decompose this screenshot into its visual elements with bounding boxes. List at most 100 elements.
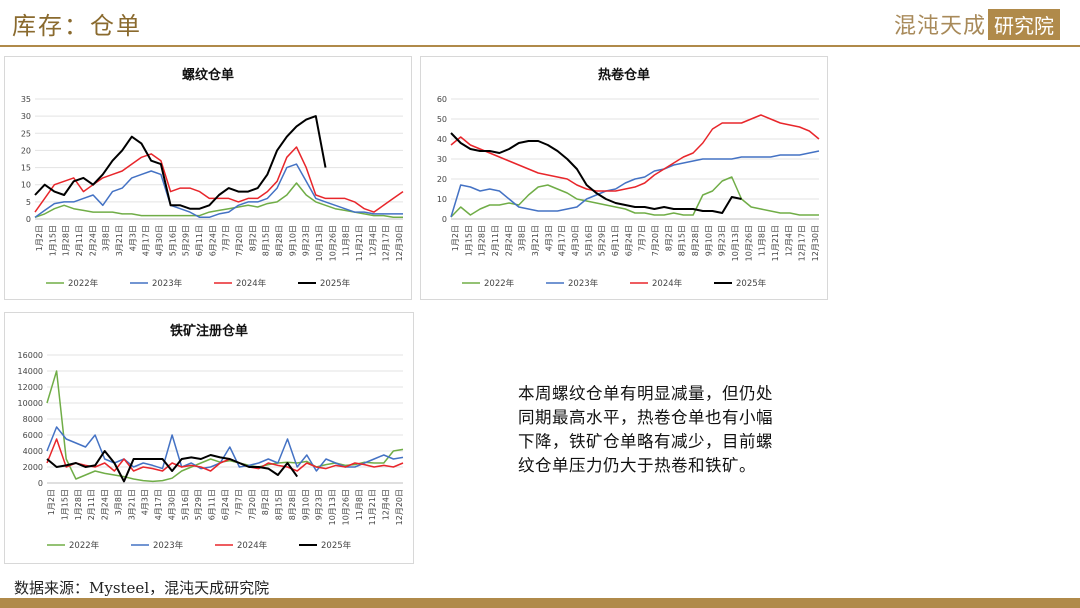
x-tick-label: 1月15日 xyxy=(60,489,69,520)
y-tick-label: 15 xyxy=(21,164,31,173)
x-tick-label: 1月15日 xyxy=(48,225,57,256)
y-tick-label: 8000 xyxy=(23,415,43,424)
logo-box: 研究院 xyxy=(988,8,1060,40)
x-tick-label: 2月24日 xyxy=(88,225,97,256)
x-tick-label: 7月7日 xyxy=(638,225,647,251)
x-tick-label: 7月20日 xyxy=(651,225,660,256)
x-tick-label: 11月8日 xyxy=(758,225,767,256)
hrc-warrant-svg: 热卷仓单 0 10 20 30 40 50 60 1月2日 1月15日 1月28日 2月11日 2月24… xyxy=(437,67,820,289)
x-tick-label: 12月17日 xyxy=(382,225,391,261)
x-tick-label: 3月8日 xyxy=(518,225,527,251)
x-tick-label: 4月3日 xyxy=(141,489,150,515)
x-tick-label: 10月26日 xyxy=(328,225,337,261)
y-tick-label: 0 xyxy=(38,479,43,488)
y-tick-label: 10 xyxy=(21,181,31,190)
series-line-2023年 xyxy=(450,150,820,218)
x-tick-label: 9月23日 xyxy=(315,489,324,520)
x-tick-label: 11月21日 xyxy=(771,225,780,261)
x-tick-label: 12月4日 xyxy=(382,489,391,520)
x-tick-label: 1月2日 xyxy=(451,225,460,251)
chart-title: 铁矿注册仓单 xyxy=(169,323,248,339)
y-tick-label: 40 xyxy=(437,135,447,144)
legend-label: 2022年 xyxy=(69,540,100,551)
legend-label: 2023年 xyxy=(153,540,184,551)
x-tick-label: 10月26日 xyxy=(341,489,350,525)
x-tick-label: 2月11日 xyxy=(87,489,96,520)
series-line-2024年 xyxy=(46,438,404,472)
y-tick-label: 4000 xyxy=(23,447,43,456)
x-tick-label: 11月8日 xyxy=(355,489,364,520)
x-tick-label: 8月28日 xyxy=(275,225,284,256)
x-tick-label: 1月2日 xyxy=(47,489,56,515)
x-tick-label: 2月11日 xyxy=(491,225,500,256)
x-tick-label: 10月13日 xyxy=(315,225,324,261)
x-tick-label: 4月17日 xyxy=(142,225,151,256)
x-tick-label: 5月16日 xyxy=(584,225,593,256)
series-line-2025年 xyxy=(34,115,327,210)
x-tick-label: 6月11日 xyxy=(195,225,204,256)
x-tick-label: 10月26日 xyxy=(744,225,753,261)
x-tick-label: 7月7日 xyxy=(222,225,231,251)
x-tick-label: 3月21日 xyxy=(115,225,124,256)
commentary-text: 本周螺纹仓单有明显减量，但仍处同期最高水平，热卷仓单也有小幅下降，铁矿仓单略有减… xyxy=(518,384,773,475)
x-tick-label: 12月20日 xyxy=(395,489,404,525)
chart-title: 热卷仓单 xyxy=(598,67,650,83)
x-tick-label: 2月11日 xyxy=(75,225,84,256)
iron-ore-warrant-chart: 铁矿注册仓单 0 2000 4000 6000 8000 10000 12000 14000 16… xyxy=(4,312,414,564)
x-tick-label: 9月10日 xyxy=(288,225,297,256)
y-tick-label: 10000 xyxy=(18,399,43,408)
series-line-2025年 xyxy=(46,450,299,483)
logo-text: 混沌天成 xyxy=(893,14,986,39)
series-line-2024年 xyxy=(450,114,820,192)
y-tick-label: 2000 xyxy=(23,463,43,472)
x-tick-label: 12月4日 xyxy=(368,225,377,256)
x-tick-label: 7月20日 xyxy=(248,489,257,520)
y-tick-label: 20 xyxy=(21,146,31,155)
x-tick-label: 12月30日 xyxy=(811,225,820,261)
x-tick-label: 3月8日 xyxy=(114,489,123,515)
data-source: 数据来源：Mysteel，混沌天成研究院 xyxy=(14,579,270,597)
x-tick-label: 11月8日 xyxy=(342,225,351,256)
x-tick-label: 8月28日 xyxy=(691,225,700,256)
x-tick-label: 1月2日 xyxy=(35,225,44,251)
legend-label: 2025年 xyxy=(321,540,352,551)
x-tick-label: 5月29日 xyxy=(194,489,203,520)
x-tick-label: 12月17日 xyxy=(798,225,807,261)
y-tick-label: 0 xyxy=(442,215,447,224)
legend-label: 2023年 xyxy=(152,278,183,289)
series-line-2022年 xyxy=(450,176,819,218)
x-tick-label: 1月28日 xyxy=(74,489,83,520)
legend-label: 2024年 xyxy=(236,278,267,289)
x-tick-label: 7月7日 xyxy=(234,489,243,515)
x-tick-label: 3月21日 xyxy=(127,489,136,520)
legend-label: 2024年 xyxy=(237,540,268,551)
x-tick-label: 6月11日 xyxy=(208,489,217,520)
y-tick-label: 5 xyxy=(26,198,31,207)
x-tick-label: 8月2日 xyxy=(261,489,270,515)
iron-ore-warrant-svg: 铁矿注册仓单 0 2000 4000 6000 8000 10000 12000 14000 16… xyxy=(18,323,404,551)
x-tick-label: 11月21日 xyxy=(368,489,377,525)
x-tick-label: 8月15日 xyxy=(275,489,284,520)
x-tick-label: 5月29日 xyxy=(598,225,607,256)
y-tick-label: 25 xyxy=(21,129,31,138)
x-tick-label: 5月16日 xyxy=(168,225,177,256)
x-tick-label: 6月24日 xyxy=(624,225,633,256)
header-divider xyxy=(0,45,1080,47)
x-tick-label: 3月21日 xyxy=(531,225,540,256)
x-tick-label: 9月10日 xyxy=(301,489,310,520)
rebar-warrant-svg: 螺纹仓单 0 5 10 15 20 25 30 35 1月2日 1月15日 1月28日 2月11日 2月2… xyxy=(21,67,404,289)
x-tick-label: 10月13日 xyxy=(328,489,337,525)
brand-logo: 混沌天成 研究院 xyxy=(894,8,1060,40)
legend-label: 2022年 xyxy=(68,278,99,289)
x-tick-label: 4月17日 xyxy=(558,225,567,256)
legend-label: 2024年 xyxy=(652,278,683,289)
legend-label: 2025年 xyxy=(320,278,351,289)
x-tick-label: 1月28日 xyxy=(62,225,71,256)
legend-label: 2022年 xyxy=(484,278,515,289)
y-tick-label: 16000 xyxy=(18,351,43,360)
x-tick-label: 8月28日 xyxy=(288,489,297,520)
legend-label: 2023年 xyxy=(568,278,599,289)
footer-bar xyxy=(0,598,1080,608)
chart-title: 螺纹仓单 xyxy=(182,67,234,83)
series-line-2023年 xyxy=(34,163,403,219)
